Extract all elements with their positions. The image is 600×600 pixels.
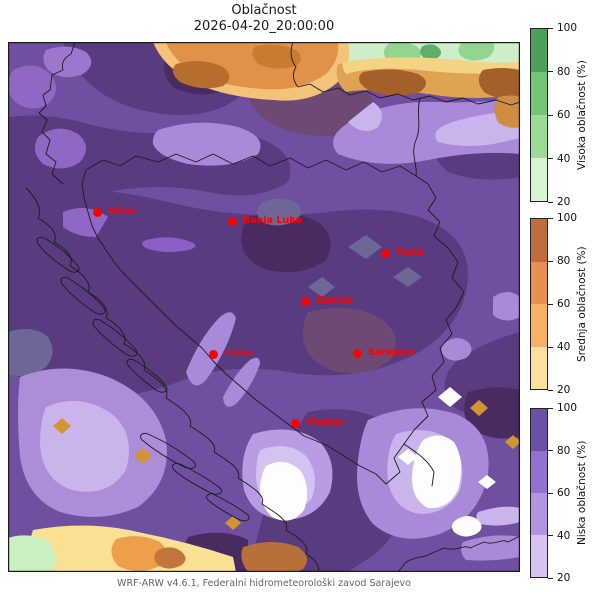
colorbar-tick-label: 60 — [557, 487, 571, 499]
colorbar-tick-mark — [548, 71, 553, 72]
colorbar-segment — [531, 158, 547, 201]
colorbar-tick-mark — [548, 201, 553, 203]
city-dot — [352, 348, 362, 358]
border-nw — [38, 42, 76, 185]
colorbar-segment — [531, 219, 547, 262]
colorbar-tick-label: 20 — [557, 572, 571, 584]
city-dot — [300, 296, 310, 306]
colorbar-tick-label: 80 — [557, 255, 571, 267]
colorbar-segment — [531, 493, 547, 535]
island — [140, 432, 196, 469]
colorbar-tick-mark — [548, 260, 553, 262]
colorbar-tick-mark — [548, 27, 553, 29]
border-se — [403, 443, 435, 487]
island — [36, 236, 80, 273]
city-label: Tuzla — [396, 247, 424, 258]
colorbar-tick-mark — [548, 389, 553, 391]
colorbar-1: 20 40 60 80 100 Srednja oblačnost (%) — [530, 212, 600, 396]
colorbar-tick-label: 20 — [557, 384, 571, 396]
page-title: Oblačnost 2026-04-20_20:00:00 — [8, 3, 520, 34]
colorbar-tick-mark — [548, 217, 553, 219]
footer-credit: WRF-ARW v4.6.1, Federalni hidrometeorolo… — [117, 578, 411, 589]
colorbar-segment — [531, 72, 547, 115]
colorbar-segment — [531, 261, 547, 304]
colorbar-tick-mark — [548, 492, 553, 494]
border-bih — [81, 153, 465, 485]
cloud-cover-map-svg — [8, 42, 520, 572]
colorbar-tick-mark — [548, 114, 553, 116]
coastline-se — [397, 535, 520, 572]
colorbar-segment — [531, 115, 547, 158]
colorbar-tick-mark — [548, 158, 553, 159]
city-label: Mostar — [306, 417, 344, 428]
colorbar-segment — [531, 304, 547, 347]
colorbar-tick-mark — [548, 407, 553, 409]
city-label: Banja Luka — [243, 215, 302, 226]
border-north — [290, 42, 520, 106]
city-label: Sarajevo — [368, 347, 415, 358]
coastline — [25, 187, 319, 572]
island — [206, 493, 250, 522]
colorbar-tick-label: 80 — [557, 444, 571, 457]
map-frame — [8, 42, 520, 572]
colorbar-axis-label: Srednja oblačnost (%) — [576, 246, 588, 362]
colorbar-segment — [531, 409, 547, 451]
colorbar-segment — [531, 451, 547, 493]
colorbar-tick-label: 80 — [557, 65, 571, 78]
weather-map: Bihać Banja Luka Tuzla Zenica Livno Sarajevo M… — [8, 42, 520, 572]
colorbar-tick-mark — [548, 450, 553, 451]
city-label: Zenica — [316, 295, 352, 306]
colorbar-tick-label: 60 — [557, 298, 571, 310]
city-dot — [227, 216, 237, 226]
colorbar-tick-mark — [548, 535, 553, 536]
country-borders-layer — [25, 42, 520, 572]
colorbar-0: 20 40 60 80 100 Visoka oblačnost (%) — [530, 22, 600, 208]
colorbar-2: 20 40 60 80 100 Niska oblačnost (%) — [530, 402, 600, 584]
city-dot — [208, 349, 218, 359]
map-timestamp: 2026-04-20_20:00:00 — [193, 19, 335, 34]
colorbar-segment — [531, 29, 547, 72]
colorbar-tick-label: 100 — [557, 22, 578, 34]
colorbar-tick-label: 40 — [557, 152, 571, 165]
colorbar-scale — [530, 218, 548, 390]
colorbar-scale — [530, 408, 548, 578]
colorbar-tick-mark — [548, 346, 553, 348]
colorbar-segment — [531, 346, 547, 389]
colorbar-tick-label: 100 — [557, 402, 578, 414]
colorbar-tick-label: 40 — [557, 529, 571, 542]
island — [126, 358, 168, 393]
border-ne — [413, 97, 421, 177]
colorbar-tick-mark — [548, 577, 553, 579]
colorbar-tick-mark — [548, 303, 553, 305]
city-dot — [380, 248, 390, 258]
city-label: Bihać — [108, 206, 138, 217]
colorbar-tick-label: 20 — [557, 196, 571, 208]
mid-cloud-orange-regions — [8, 42, 520, 572]
island — [172, 462, 222, 495]
colorbar-scale — [530, 28, 548, 202]
colorbar-axis-label: Niska oblačnost (%) — [576, 440, 588, 546]
colorbar-tick-label: 100 — [557, 212, 578, 224]
map-title: Oblačnost — [231, 3, 297, 18]
city-dot — [290, 418, 300, 428]
island — [92, 318, 138, 357]
city-dot — [92, 207, 102, 217]
city-label: Livno — [224, 348, 253, 359]
colorbar-tick-label: 40 — [557, 341, 571, 353]
colorbar-tick-label: 60 — [557, 109, 571, 121]
orange-diamond-patches — [53, 400, 520, 530]
colorbar-segment — [531, 535, 547, 577]
colorbar-axis-label: Visoka oblačnost (%) — [576, 60, 588, 170]
island — [60, 276, 106, 315]
